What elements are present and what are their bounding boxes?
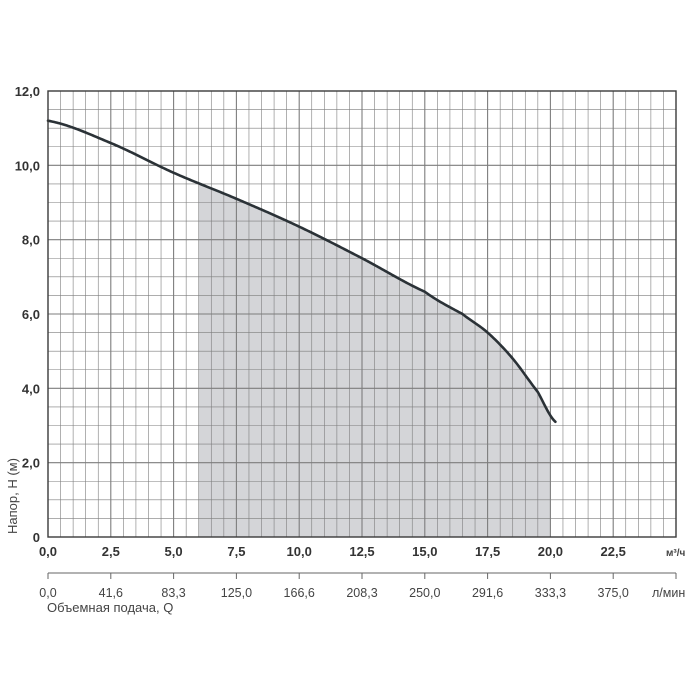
- y-tick-label: 8,0: [22, 233, 40, 248]
- x2-tick-label: 83,3: [161, 586, 185, 600]
- y-tick-label: 4,0: [22, 381, 40, 396]
- x2-tick-label: 125,0: [221, 586, 252, 600]
- x2-tick-label: 166,6: [284, 586, 315, 600]
- x-tick-label: 22,5: [601, 544, 626, 559]
- x-tick-labels: 0,0 2,5 5,0 7,5 10,0 12,5 15,0 17,5 20,0 22,5: [39, 544, 626, 559]
- x2-tick-label: 333,3: [535, 586, 566, 600]
- x-tick-label: 10,0: [287, 544, 312, 559]
- x-tick-label: 0,0: [39, 544, 57, 559]
- y-tick-label: 6,0: [22, 307, 40, 322]
- x-tick-label: 7,5: [227, 544, 245, 559]
- x-axis-title: Объемная подача, Q: [47, 600, 173, 615]
- y-tick-label: 12,0: [15, 84, 40, 99]
- y-tick-label: 0: [33, 530, 40, 545]
- y-tick-label: 2,0: [22, 456, 40, 471]
- major-grid: [48, 91, 676, 537]
- x-tick-label: 15,0: [412, 544, 437, 559]
- y-axis-title: Напор, Н (м): [5, 458, 20, 534]
- x2-tick-label: 41,6: [99, 586, 123, 600]
- x-tick-label: 20,0: [538, 544, 563, 559]
- curve-layer: [46, 119, 557, 424]
- x2-tick-label: 208,3: [346, 586, 377, 600]
- x-tick-label: 12,5: [349, 544, 374, 559]
- plot-frame: [47, 90, 677, 538]
- y-tick-label: 10,0: [15, 158, 40, 173]
- frame-layer: [47, 90, 677, 538]
- secondary-x-axis: 0,0 41,6 83,3 125,0 166,6 208,3 250,0 291,6 333,…: [39, 572, 677, 600]
- x2-tick-label: 375,0: [598, 586, 629, 600]
- x2-tick-label: 0,0: [39, 586, 56, 600]
- x-tick-label: 17,5: [475, 544, 500, 559]
- x2-tick-label: 291,6: [472, 586, 503, 600]
- x-tick-label: 5,0: [165, 544, 183, 559]
- x-unit-label: м³/ч: [666, 548, 686, 559]
- x2-unit-label: л/мин: [652, 586, 685, 600]
- x-tick-label: 2,5: [102, 544, 120, 559]
- head-curve: [46, 119, 557, 424]
- x2-tick-label: 250,0: [409, 586, 440, 600]
- y-tick-labels: 0 2,0 4,0 6,0 8,0 10,0 12,0: [15, 84, 40, 545]
